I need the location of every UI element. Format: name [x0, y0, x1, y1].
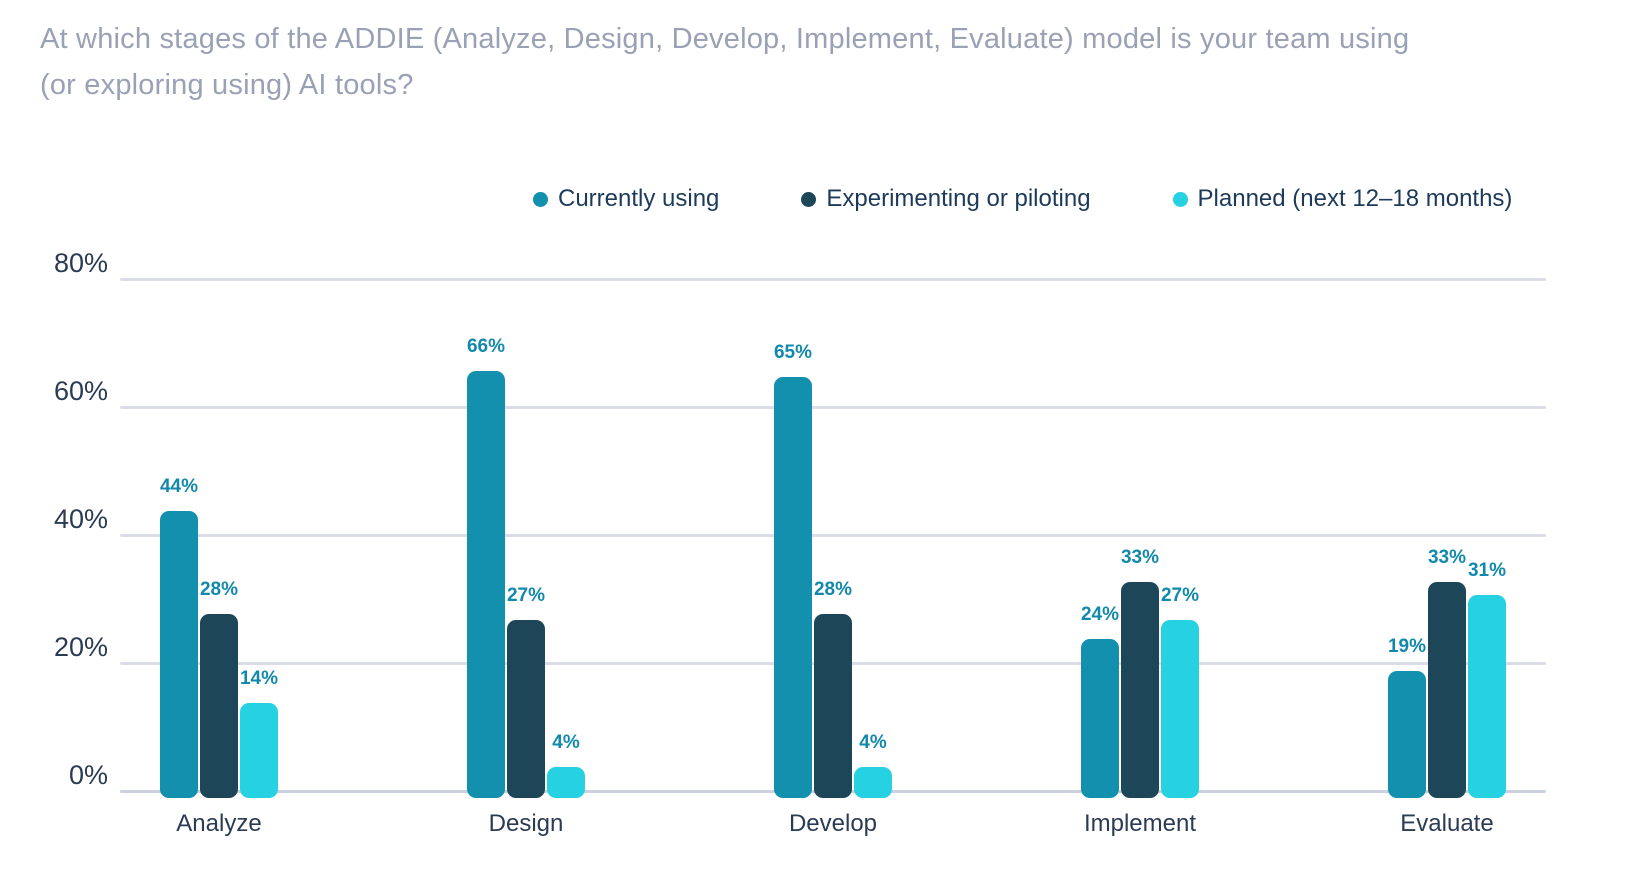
y-axis-tick-80%: 80%	[53, 248, 108, 278]
y-axis-tick-20%: 20%	[53, 632, 108, 662]
bar-planned-next-12-18-months-analyze: 14%	[240, 668, 278, 798]
bar-currently-using-develop: 65%	[774, 342, 812, 798]
bar-value-label: 27%	[1160, 585, 1200, 607]
legend-dot-icon	[533, 191, 548, 207]
bar-group-analyze: 44% 28% 14%	[160, 476, 278, 798]
x-axis-labels: Analyze Design Develop Implement Evaluate	[160, 810, 1506, 838]
y-axis-tick-0%: 0%	[68, 760, 108, 790]
bar-value-label: 33%	[1427, 546, 1467, 568]
bar	[814, 613, 852, 798]
bar-currently-using-evaluate: 19%	[1388, 636, 1426, 798]
bar-currently-using-design: 66%	[467, 336, 505, 798]
bar-groups-row: 44% 28% 14% 66% 27% 4% 65% 28% 4% 24% 33% 27% 19% 33%…	[160, 336, 1506, 798]
bar-value-label: 66%	[466, 335, 506, 357]
chart-title-line1: At which stages of the ADDIE (Analyze, D…	[40, 23, 1410, 55]
bar-value-label: 4%	[859, 732, 887, 754]
bar-value-label: 33%	[1120, 546, 1160, 568]
bar-value-label: 14%	[239, 668, 279, 690]
bar-currently-using-analyze: 44%	[160, 476, 198, 798]
bar-experimenting-or-piloting-evaluate: 33%	[1428, 547, 1466, 798]
legend: Currently using Experimenting or pilotin…	[533, 185, 1512, 213]
bar	[240, 703, 278, 798]
bar	[507, 620, 545, 798]
bar-group-develop: 65% 28% 4%	[774, 342, 892, 798]
bar	[854, 767, 892, 798]
bar-experimenting-or-piloting-design: 27%	[507, 585, 545, 798]
bar-planned-next-12-18-months-evaluate: 31%	[1468, 560, 1506, 798]
bar-planned-next-12-18-months-design: 4%	[547, 732, 585, 798]
x-axis-label-implement: Implement	[1083, 810, 1197, 837]
bar	[160, 511, 198, 798]
bar-currently-using-implement: 24%	[1081, 604, 1119, 798]
y-axis-tick-60%: 60%	[53, 376, 108, 406]
plot-area: 44% 28% 14% 66% 27% 4% 65% 28% 4% 24% 33% 27% 19% 33%…	[120, 240, 1546, 837]
bar-value-label: 27%	[506, 585, 546, 607]
y-axis-tick-40%: 40%	[53, 504, 108, 534]
x-axis-label-design: Design	[488, 810, 564, 837]
chart-title: At which stages of the ADDIE (Analyze, D…	[40, 16, 1580, 108]
bar-value-label: 44%	[159, 476, 199, 498]
bar	[467, 370, 505, 798]
bar	[1428, 581, 1466, 798]
chart-title-line2: (or exploring using) AI tools?	[40, 69, 414, 101]
bar	[1121, 581, 1159, 798]
bar-value-label: 19%	[1387, 636, 1427, 658]
x-axis-label-develop: Develop	[788, 810, 878, 837]
gridline-40%	[120, 534, 1546, 537]
bar	[1081, 639, 1119, 798]
bar	[1388, 671, 1426, 798]
legend-item-experimenting-or-piloting: Experimenting or piloting	[801, 185, 1091, 213]
x-axis-label-analyze: Analyze	[176, 810, 262, 837]
bar	[1161, 620, 1199, 798]
bar-planned-next-12-18-months-implement: 27%	[1161, 585, 1199, 798]
bar-value-label: 28%	[813, 578, 853, 600]
bar-value-label: 24%	[1080, 604, 1120, 626]
legend-label: Planned (next 12–18 months)	[1197, 185, 1513, 212]
legend-dot-icon	[1172, 191, 1188, 207]
bar-value-label: 65%	[773, 342, 813, 363]
legend-item-currently-using: Currently using	[533, 185, 719, 213]
bar-group-design: 66% 27% 4%	[467, 336, 585, 798]
bar-group-evaluate: 19% 33% 31%	[1388, 547, 1506, 798]
bar-group-implement: 24% 33% 27%	[1081, 547, 1199, 798]
gridline-60%	[120, 406, 1546, 409]
gridline-80%	[120, 278, 1546, 281]
y-axis: 0% 20% 40% 60% 80%	[20, 240, 108, 793]
legend-dot-icon	[801, 191, 817, 207]
bar	[200, 613, 238, 798]
bar-value-label: 28%	[199, 578, 239, 600]
bar-value-label: 4%	[552, 732, 580, 754]
bar-planned-next-12-18-months-develop: 4%	[854, 732, 892, 798]
legend-label: Experimenting or piloting	[826, 185, 1091, 212]
bar	[547, 767, 585, 798]
bar	[774, 377, 812, 798]
legend-label: Currently using	[558, 185, 720, 212]
legend-item-planned: Planned (next 12–18 months)	[1172, 185, 1513, 213]
bar	[1468, 594, 1506, 798]
x-axis-label-evaluate: Evaluate	[1400, 810, 1494, 837]
bar-experimenting-or-piloting-analyze: 28%	[200, 579, 238, 798]
bar-value-label: 31%	[1467, 559, 1507, 581]
bar-experimenting-or-piloting-develop: 28%	[814, 579, 852, 798]
bar-experimenting-or-piloting-implement: 33%	[1121, 547, 1159, 798]
